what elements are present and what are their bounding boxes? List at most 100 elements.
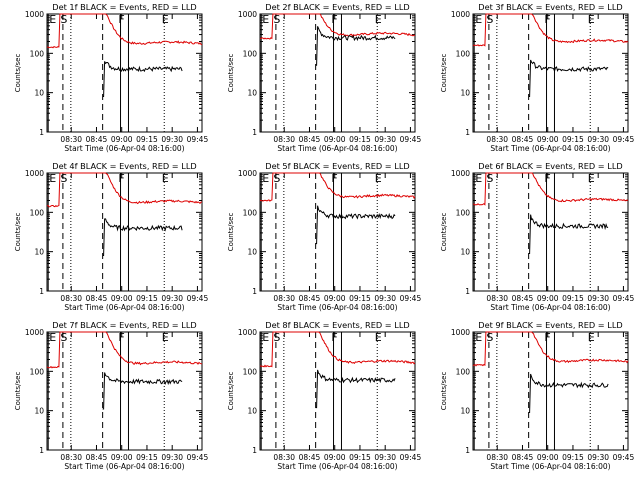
y-tick-label: 100: [30, 49, 45, 58]
x-tick-label: 08:45: [512, 453, 534, 462]
y-tick-label: 10: [460, 89, 470, 98]
panel-det-6: Det 6f BLACK = Events, RED = LLD 1 10 100 10…: [440, 161, 634, 312]
x-tick-label: 08:45: [299, 294, 321, 303]
x-axis-label: Start Time (06-Apr-04 08:16:00): [277, 303, 397, 312]
y-tick-label: 100: [243, 367, 258, 376]
time-marker-label: E: [262, 331, 269, 344]
lld-series-line: [472, 331, 629, 367]
x-tick-label: 09:45: [187, 294, 209, 303]
lld-series-line: [472, 13, 629, 47]
x-tick-label: 08:30: [273, 135, 295, 144]
time-marker-label: E: [375, 331, 382, 344]
x-tick-label: 09:45: [400, 294, 422, 303]
y-tick-label: 100: [243, 208, 258, 217]
y-tick-label: 1000: [238, 10, 257, 19]
time-marker-label: E: [588, 13, 595, 26]
x-tick-label: 09:15: [136, 135, 158, 144]
y-tick-label: 1000: [451, 328, 470, 337]
time-marker-label: S: [273, 331, 280, 344]
x-tick-label: 09:30: [587, 135, 609, 144]
x-tick-label: 09:00: [537, 453, 559, 462]
x-axis-label: Start Time (06-Apr-04 08:16:00): [490, 144, 610, 153]
time-marker-label: E: [262, 172, 269, 185]
panel-det-2: Det 2f BLACK = Events, RED = LLD 1 10 100 10…: [227, 2, 421, 153]
x-tick-label: 09:30: [374, 294, 396, 303]
time-marker-label: E: [49, 172, 56, 185]
x-tick-label: 09:15: [562, 453, 584, 462]
lld-series-line: [259, 331, 416, 368]
time-marker-label: E: [49, 13, 56, 26]
x-tick-label: 08:45: [86, 135, 108, 144]
time-marker-label: E: [588, 331, 595, 344]
x-tick-label: 08:30: [60, 453, 82, 462]
x-tick-label: 09:00: [111, 453, 133, 462]
x-tick-label: 09:15: [136, 294, 158, 303]
y-tick-label: 1: [39, 128, 44, 137]
time-marker-label: E: [475, 13, 482, 26]
y-tick-label: 1000: [25, 169, 44, 178]
y-axis-label: Counts/sec: [227, 372, 235, 411]
time-marker-label: S: [273, 172, 280, 185]
panel-det-9: Det 9f BLACK = Events, RED = LLD 1 10 100 10…: [440, 320, 634, 471]
plot-frame: [472, 331, 629, 451]
time-marker-label: F: [331, 172, 337, 185]
y-tick-label: 1000: [25, 10, 44, 19]
x-tick-label: 08:45: [86, 294, 108, 303]
y-tick-label: 10: [247, 89, 257, 98]
x-tick-label: 09:00: [324, 294, 346, 303]
time-marker-label: S: [60, 172, 67, 185]
events-series-line: [528, 59, 609, 97]
y-axis-label: Counts/sec: [440, 372, 448, 411]
y-tick-label: 100: [30, 208, 45, 217]
x-tick-label: 08:30: [486, 453, 508, 462]
y-tick-label: 10: [460, 248, 470, 257]
time-marker-label: E: [262, 13, 269, 26]
time-marker-label: E: [162, 172, 169, 185]
y-tick-label: 1: [39, 287, 44, 296]
x-tick-label: 09:15: [562, 294, 584, 303]
y-tick-label: 1000: [238, 328, 257, 337]
x-tick-label: 09:00: [324, 453, 346, 462]
y-tick-label: 10: [34, 248, 44, 257]
panel-title: Det 7f BLACK = Events, RED = LLD: [52, 320, 196, 330]
x-tick-label: 09:00: [111, 294, 133, 303]
time-marker-label: F: [544, 13, 550, 26]
time-marker-label: F: [544, 331, 550, 344]
events-series-line: [102, 372, 183, 410]
x-tick-label: 09:15: [349, 135, 371, 144]
panel-det-4: Det 4f BLACK = Events, RED = LLD 1 10 100 10…: [14, 161, 208, 312]
x-tick-label: 09:45: [400, 453, 422, 462]
y-tick-label: 100: [456, 367, 471, 376]
x-tick-label: 09:00: [324, 135, 346, 144]
lld-series-line: [259, 172, 416, 202]
x-tick-label: 09:30: [374, 453, 396, 462]
x-tick-label: 09:30: [587, 453, 609, 462]
y-tick-label: 100: [456, 208, 471, 217]
x-axis-label: Start Time (06-Apr-04 08:16:00): [490, 303, 610, 312]
x-tick-label: 09:45: [613, 294, 635, 303]
y-tick-label: 1: [252, 287, 257, 296]
lld-series-line: [259, 13, 416, 40]
panel-title: Det 9f BLACK = Events, RED = LLD: [478, 320, 622, 330]
time-marker-label: F: [544, 172, 550, 185]
y-tick-label: 10: [460, 407, 470, 416]
x-tick-label: 08:30: [60, 294, 82, 303]
y-tick-label: 10: [34, 407, 44, 416]
y-tick-label: 10: [34, 89, 44, 98]
x-tick-label: 09:15: [349, 453, 371, 462]
events-series-line: [315, 369, 396, 409]
panel-title: Det 1f BLACK = Events, RED = LLD: [52, 2, 196, 12]
y-axis-label: Counts/sec: [14, 54, 22, 93]
x-tick-label: 09:45: [187, 135, 209, 144]
y-tick-label: 100: [30, 367, 45, 376]
time-marker-label: S: [273, 13, 280, 26]
x-tick-label: 09:00: [111, 135, 133, 144]
x-tick-label: 08:30: [273, 294, 295, 303]
plot-frame: [472, 13, 629, 133]
time-marker-label: F: [331, 13, 337, 26]
x-tick-label: 09:00: [537, 135, 559, 144]
plot-frame: [472, 172, 629, 292]
x-axis-label: Start Time (06-Apr-04 08:16:00): [64, 303, 184, 312]
y-tick-label: 1: [252, 128, 257, 137]
time-marker-label: S: [486, 13, 493, 26]
